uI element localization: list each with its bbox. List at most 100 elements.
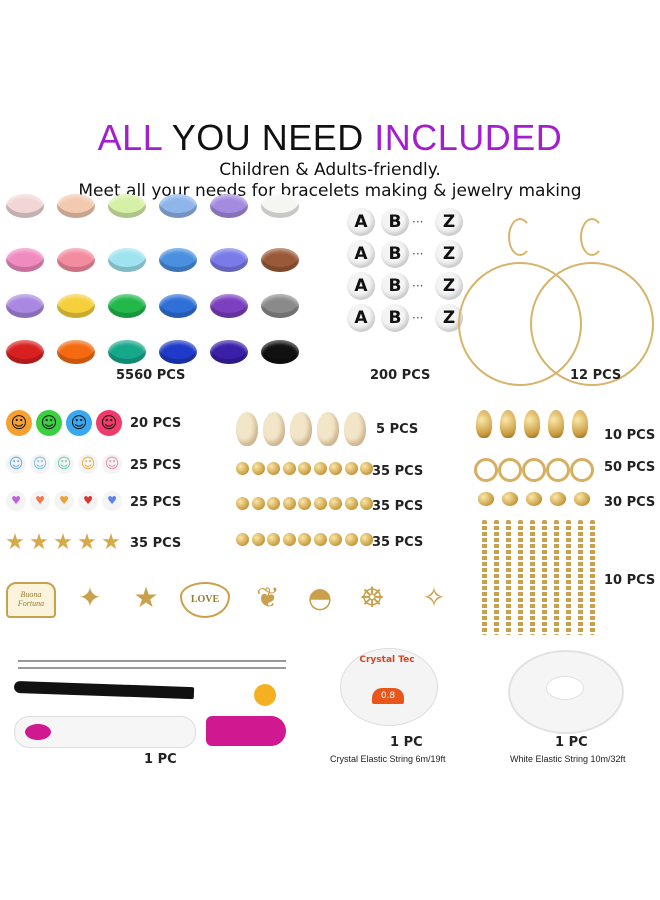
- star-bead: ★: [53, 530, 73, 555]
- smiley-bead: ☺: [6, 410, 32, 436]
- spacer-bead: [329, 533, 342, 546]
- smiley-bead: ☺: [78, 454, 98, 474]
- elephant-charm-icon: Buona Fortuna: [6, 582, 56, 618]
- tweezers-icon: [13, 680, 195, 700]
- clay-bead: [6, 194, 44, 218]
- star-charm-icon: ★: [133, 581, 159, 614]
- smiley-beads-label: 20 PCS: [130, 416, 182, 431]
- clay-bead: [210, 248, 248, 272]
- crimp-ends-label: 30 PCS: [604, 495, 656, 510]
- extension-chain-icon: [518, 520, 523, 635]
- clay-bead: [108, 194, 146, 218]
- extension-chains-label: 10 PCS: [604, 573, 656, 588]
- shell-bead: [290, 412, 312, 446]
- smiley-bead: ☺: [30, 454, 50, 474]
- crimp-end-icon: [574, 492, 590, 506]
- extension-chain-icon: [590, 520, 595, 635]
- letter-bead: A: [347, 240, 375, 268]
- extension-chain-icon: [494, 520, 499, 635]
- spacer-bead: [298, 497, 311, 510]
- lobster-clasps-label: 10 PCS: [604, 428, 656, 443]
- clay-bead: [159, 294, 197, 318]
- spacer-bead: [236, 533, 249, 546]
- ellipsis: ···: [412, 279, 424, 293]
- letter-bead: A: [347, 208, 375, 236]
- spacer-beads-label: 35 PCS: [372, 535, 424, 550]
- letter-bead: Z: [435, 272, 463, 300]
- star-bead: ★: [5, 530, 25, 555]
- ear-hook-icon: [508, 218, 532, 256]
- spacer-bead: [344, 533, 358, 546]
- crimp-end-icon: [550, 492, 566, 506]
- crystal-string-count: 1 PC: [390, 735, 423, 750]
- clay-bead: [261, 194, 299, 218]
- spacer-bead: [236, 497, 249, 510]
- angel-charm-icon: ✧: [422, 581, 446, 614]
- heart-charm-text: LOVE: [190, 594, 220, 605]
- clay-bead: [57, 294, 95, 318]
- spacer-bead: [251, 533, 265, 546]
- clay-bead: [57, 340, 95, 364]
- clay-bead: [159, 340, 197, 364]
- heart-bead: ♥: [54, 491, 74, 511]
- clay-bead: [261, 294, 299, 318]
- earrings-label: 12 PCS: [570, 368, 622, 383]
- clay-bead: [6, 340, 44, 364]
- letter-bead: A: [347, 272, 375, 300]
- white-string-count: 1 PC: [555, 735, 588, 750]
- white-string-desc: White Elastic String 10m/32ft: [510, 754, 626, 764]
- spacer-beads-label: 35 PCS: [372, 499, 424, 514]
- clay-bead: [159, 194, 197, 218]
- spool-brand: Crystal Tec: [359, 655, 415, 665]
- clay-bead: [6, 294, 44, 318]
- crimp-end-icon: [478, 492, 494, 506]
- ellipsis: ···: [412, 247, 424, 261]
- jump-ring-icon: [498, 458, 522, 482]
- clay-bead: [108, 294, 146, 318]
- extension-chain-icon: [566, 520, 571, 635]
- jump-ring-icon: [546, 458, 570, 482]
- shell-bead: [344, 412, 366, 446]
- crimp-end-icon: [526, 492, 542, 506]
- heart-bead: ♥: [102, 491, 122, 511]
- letter-bead: B: [381, 272, 409, 300]
- leaf-charm-icon: ❦: [256, 581, 280, 614]
- letter-bead: B: [381, 304, 409, 332]
- scissors-icon: [14, 716, 196, 748]
- love-heart-charm-icon: LOVE: [180, 582, 230, 618]
- spacer-bead: [313, 497, 327, 510]
- smiley-bead: ☺: [96, 410, 122, 436]
- jump-ring-icon: [522, 458, 546, 482]
- spacer-bead: [267, 497, 280, 510]
- extension-chain-icon: [578, 520, 583, 635]
- spacer-bead: [282, 462, 296, 475]
- subtitle-2: Meet all your needs for bracelets making…: [78, 181, 582, 201]
- extension-chain-icon: [542, 520, 547, 635]
- clay-bead: [57, 248, 95, 272]
- letter-bead: Z: [435, 208, 463, 236]
- shell-bead: [317, 412, 339, 446]
- jump-ring-icon: [570, 458, 594, 482]
- spacer-bead: [329, 497, 342, 510]
- spacer-bead: [313, 533, 327, 546]
- spool-size: 0.8: [372, 688, 404, 704]
- heart-beads-label: 25 PCS: [130, 495, 182, 510]
- smiley-bead: ☺: [102, 454, 122, 474]
- ear-hook-icon: [580, 218, 604, 256]
- smiley-bead: ☺: [6, 454, 26, 474]
- spacer-bead: [298, 462, 311, 475]
- smiley-bead: ☺: [54, 454, 74, 474]
- extension-chain-icon: [506, 520, 511, 635]
- shell-charm-icon: ◓: [307, 581, 333, 614]
- clay-beads-label: 5560 PCS: [116, 368, 186, 383]
- clay-bead: [159, 248, 197, 272]
- spacer-bead: [344, 462, 358, 475]
- spacer-beads-label: 35 PCS: [372, 464, 424, 479]
- smiley-bead: ☺: [36, 410, 62, 436]
- spacer-bead: [267, 533, 280, 546]
- clay-bead: [210, 194, 248, 218]
- letter-bead: B: [381, 208, 409, 236]
- clay-bead: [57, 194, 95, 218]
- clay-bead: [210, 340, 248, 364]
